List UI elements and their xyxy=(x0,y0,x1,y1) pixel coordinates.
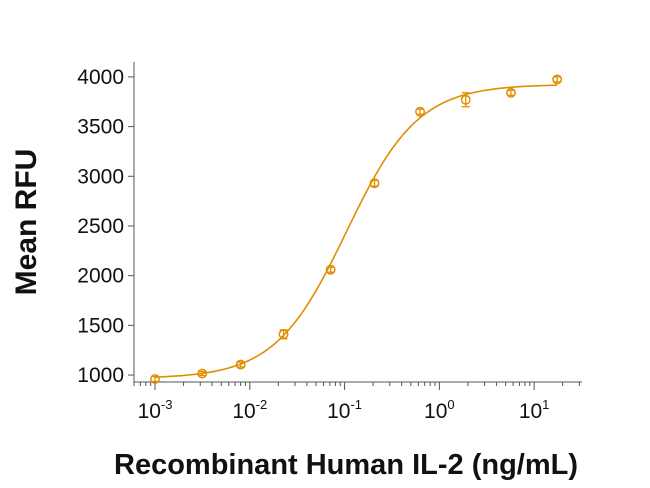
y-tick-label: 1000 xyxy=(77,364,124,387)
y-tick-label: 3500 xyxy=(77,116,124,139)
data-point xyxy=(325,264,336,275)
data-point xyxy=(369,178,380,189)
data-point xyxy=(506,87,516,98)
data-marker xyxy=(415,106,426,117)
data-point xyxy=(460,92,471,108)
y-axis-title: Mean RFU xyxy=(10,149,43,296)
y-tick-label: 3000 xyxy=(77,165,124,188)
x-tick-label: 10-3 xyxy=(138,397,173,423)
data-point xyxy=(552,74,563,85)
data-points-layer xyxy=(150,74,563,384)
data-point xyxy=(235,359,246,370)
x-tick-label: 10-1 xyxy=(327,397,362,423)
x-axis: 10-3 10-2 10-1 100 101 xyxy=(133,381,582,423)
y-tick-label: 2000 xyxy=(77,265,124,288)
y-tick-label: 1500 xyxy=(77,314,124,337)
data-point xyxy=(197,368,208,379)
y-tick-label: 2500 xyxy=(77,215,124,238)
x-axis-title: Recombinant Human IL-2 (ng/mL) xyxy=(114,449,578,481)
x-tick-label: 10-2 xyxy=(232,397,267,423)
x-tick-label: 100 xyxy=(424,397,455,423)
data-marker xyxy=(460,94,471,105)
data-marker xyxy=(150,374,160,384)
data-marker xyxy=(506,87,516,98)
fit-curve xyxy=(154,84,558,378)
data-marker xyxy=(369,178,380,189)
data-marker xyxy=(235,359,246,370)
fit-curve-layer xyxy=(154,84,558,378)
data-point xyxy=(415,106,426,117)
data-point xyxy=(150,374,160,384)
y-tick-label: 4000 xyxy=(77,66,124,89)
data-marker xyxy=(197,368,208,379)
data-marker xyxy=(325,264,336,275)
data-marker xyxy=(552,74,563,85)
y-axis: 1000 1500 2000 2500 3000 3500 4000 xyxy=(77,62,135,387)
x-tick-label: 101 xyxy=(519,397,550,423)
data-point xyxy=(278,329,289,340)
data-marker xyxy=(278,329,289,340)
